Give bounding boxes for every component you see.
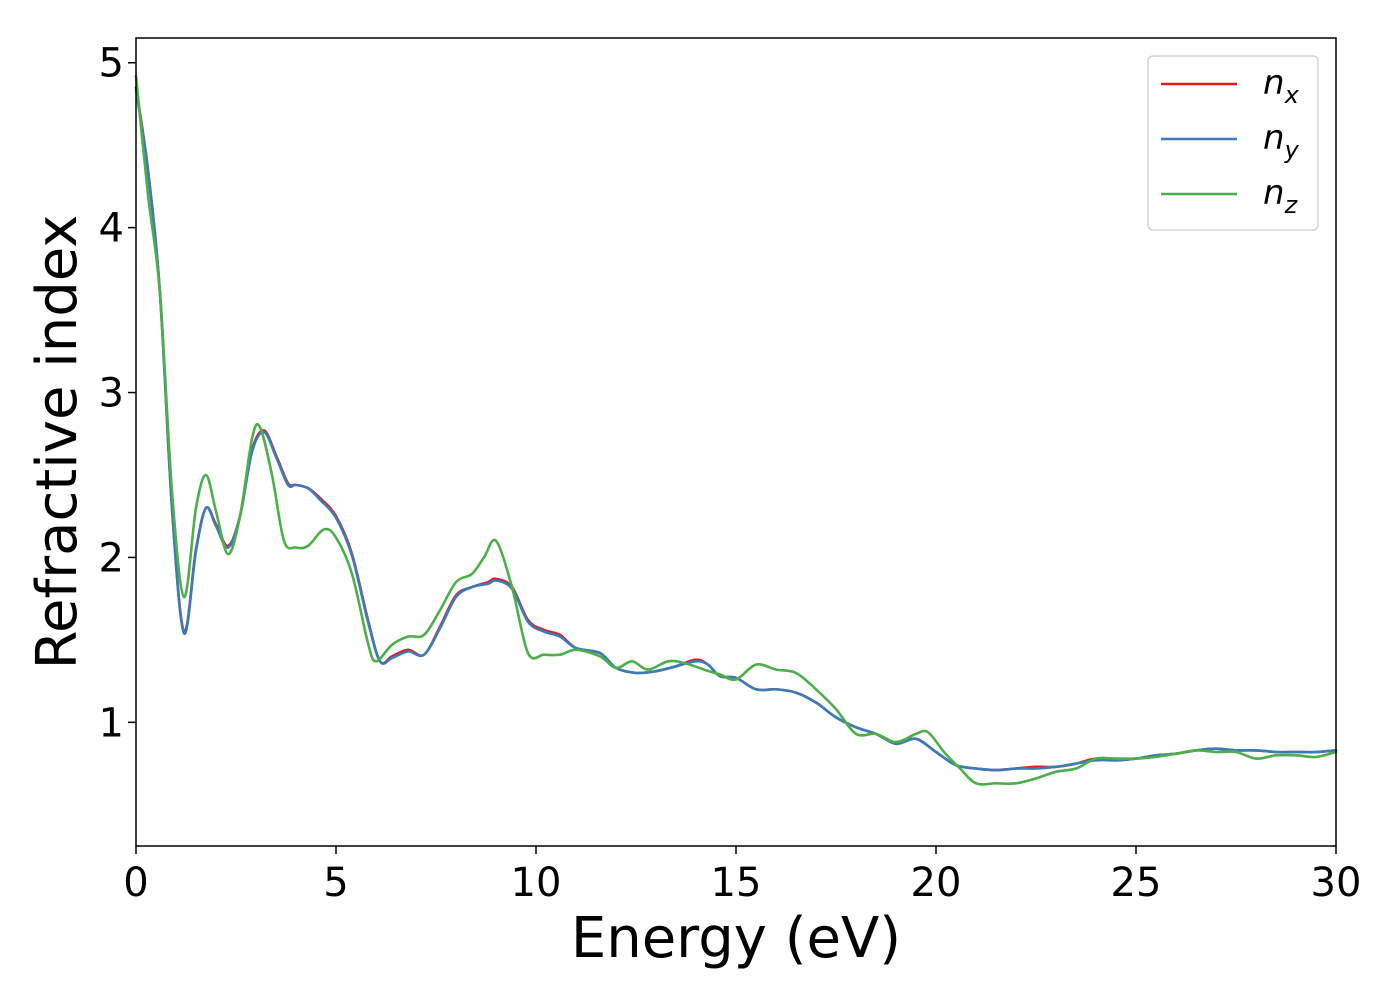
y-tick-label: 3 <box>99 371 124 417</box>
x-axis: 0 5 10 15 20 25 30 <box>123 846 1361 906</box>
x-tick-label: 5 <box>323 860 348 906</box>
legend-label-subscript: z <box>1284 191 1299 219</box>
plot-background <box>136 38 1336 846</box>
y-tick-label: 5 <box>99 41 124 87</box>
x-tick-label: 0 <box>123 860 148 906</box>
y-axis: 1 2 3 4 5 <box>99 41 136 746</box>
x-tick-label: 25 <box>1111 860 1162 906</box>
x-axis-label: Energy (eV) <box>571 906 901 971</box>
series-layer <box>134 74 1338 786</box>
x-tick-label: 15 <box>711 860 762 906</box>
y-tick-label: 4 <box>99 206 124 252</box>
y-axis-label: Refractive index <box>25 215 90 670</box>
legend-box <box>1147 55 1319 231</box>
x-tick-label: 20 <box>911 860 962 906</box>
series-line-z <box>134 74 1338 786</box>
x-tick-label: 10 <box>511 860 562 906</box>
x-tick-label: 30 <box>1311 860 1362 906</box>
y-tick-label: 2 <box>99 535 124 581</box>
legend-label-subscript: x <box>1284 81 1300 109</box>
y-tick-label: 1 <box>99 700 124 746</box>
legend-label-subscript: y <box>1284 136 1300 164</box>
